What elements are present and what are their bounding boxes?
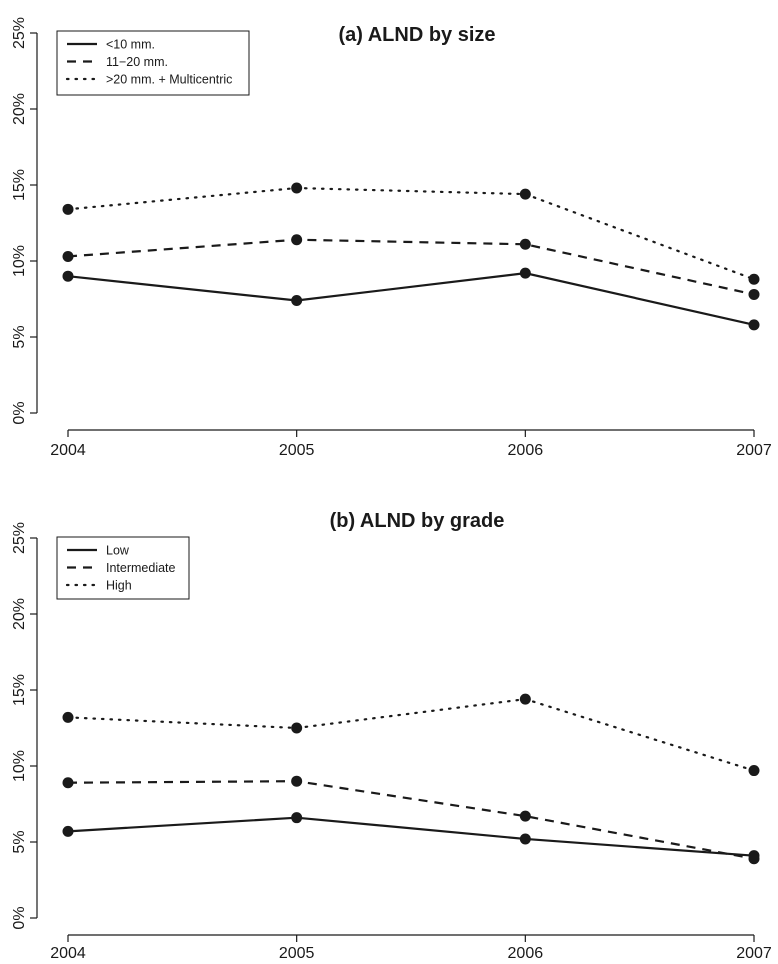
y-tick-label: 20% <box>11 598 28 630</box>
series-line-dashed <box>67 780 755 860</box>
y-tick-label: 0% <box>11 401 28 424</box>
data-point <box>291 295 303 307</box>
chart-title: (a) ALND by size <box>338 24 495 46</box>
data-point <box>62 825 74 837</box>
series-line-dotted <box>66 186 756 281</box>
data-point <box>291 182 303 194</box>
chart-panel-grade: (b) ALND by grade 0% 5% 10% 15% 20% 25% 2004 20… <box>11 510 772 962</box>
data-point <box>291 722 303 734</box>
data-point <box>62 250 74 262</box>
y-tick-label: 20% <box>11 93 28 125</box>
legend-label: High <box>106 579 132 593</box>
legend-label: 11−20 mm. <box>106 55 168 69</box>
data-point <box>62 711 74 723</box>
x-tick-label: 2007 <box>736 945 772 962</box>
legend: <10 mm. 11−20 mm. >20 mm. + Multicentric <box>56 30 250 96</box>
data-point <box>519 810 531 822</box>
series-line-solid <box>67 272 755 326</box>
data-point <box>291 812 303 824</box>
data-point <box>519 833 531 845</box>
y-tick-label: 0% <box>11 906 28 929</box>
legend-box <box>56 30 250 96</box>
data-point <box>748 319 760 331</box>
data-point <box>519 188 531 200</box>
legend-label: <10 mm. <box>106 38 155 52</box>
y-tick-label: 10% <box>11 245 28 277</box>
x-tick-label: 2004 <box>50 442 86 459</box>
series-line-dotted <box>66 697 756 772</box>
x-tick-label: 2005 <box>279 945 315 962</box>
data-point <box>748 288 760 300</box>
x-tick-label: 2005 <box>279 442 315 459</box>
data-point <box>748 273 760 285</box>
chart-title: (b) ALND by grade <box>330 510 505 532</box>
legend-label: Intermediate <box>106 561 176 575</box>
y-tick-label: 5% <box>11 325 28 348</box>
y-tick-label: 10% <box>11 750 28 782</box>
data-point <box>291 775 303 787</box>
y-tick-label: 25% <box>11 17 28 49</box>
legend-label: >20 mm. + Multicentric <box>106 73 232 87</box>
data-point <box>62 777 74 789</box>
x-tick-label: 2007 <box>736 442 772 459</box>
y-tick-label: 25% <box>11 522 28 554</box>
series-line-dashed <box>67 238 755 296</box>
data-point <box>291 234 303 246</box>
y-tick-label: 5% <box>11 830 28 853</box>
data-point <box>519 693 531 705</box>
data-point <box>62 203 74 215</box>
data-point <box>748 765 760 777</box>
data-point <box>62 270 74 282</box>
x-tick-label: 2004 <box>50 945 86 962</box>
data-point <box>748 853 760 865</box>
data-point <box>519 267 531 279</box>
legend-box <box>56 536 190 600</box>
y-tick-label: 15% <box>11 169 28 201</box>
series-line-solid <box>67 816 755 857</box>
legend: Low Intermediate High <box>56 536 190 600</box>
data-point <box>519 238 531 250</box>
x-tick-label: 2006 <box>508 945 544 962</box>
legend-label: Low <box>106 544 130 558</box>
y-tick-label: 15% <box>11 674 28 706</box>
x-tick-label: 2006 <box>508 442 544 459</box>
chart-panel-size: (a) ALND by size 0% 5% 10% 15% 20% 25% 2004 200… <box>11 17 772 459</box>
